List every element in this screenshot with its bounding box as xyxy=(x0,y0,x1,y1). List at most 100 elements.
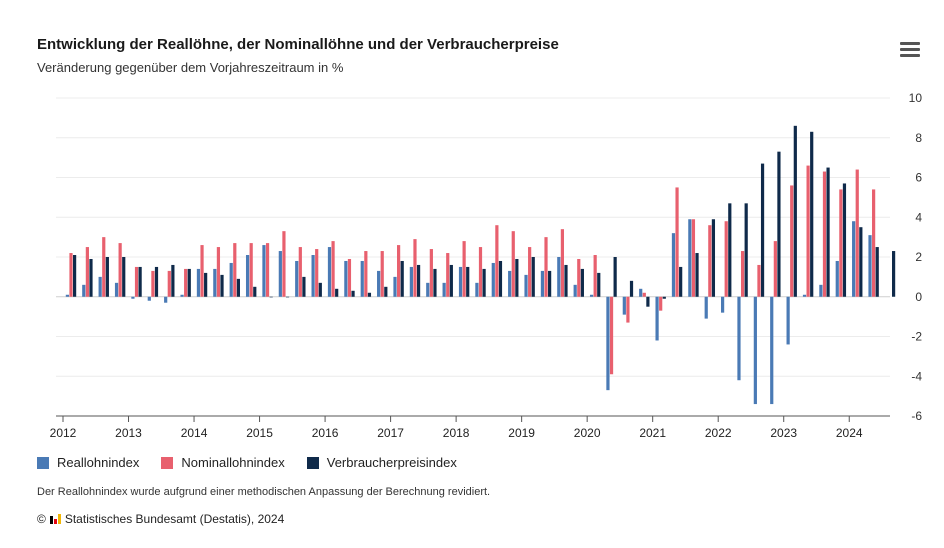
x-tick-label: 2021 xyxy=(639,426,666,440)
bar-reallohnindex-2012-Q2 xyxy=(82,284,86,297)
x-tick-label: 2018 xyxy=(443,426,470,440)
bar-nominallohnindex-2016-Q4 xyxy=(380,251,384,297)
source-credit: © Statistisches Bundesamt (Destatis), 20… xyxy=(37,512,284,526)
bar-verbraucherpreisindex-2013-Q2 xyxy=(154,266,159,297)
bar-nominallohnindex-2020-Q3 xyxy=(626,296,630,323)
bar-reallohnindex-2024-Q2 xyxy=(868,235,872,297)
bar-nominallohnindex-2021-Q4 xyxy=(708,225,712,297)
x-tick-label: 2016 xyxy=(312,426,339,440)
legend-item-reallohnindex[interactable]: Reallohnindex xyxy=(37,455,139,470)
legend-item-nominallohnindex[interactable]: Nominallohnindex xyxy=(161,455,285,470)
bar-reallohnindex-2023-Q4 xyxy=(835,260,839,297)
bar-nominallohnindex-2018-Q2 xyxy=(478,247,483,297)
bar-reallohnindex-2016-Q1 xyxy=(327,247,332,297)
y-tick-label: 0 xyxy=(915,290,922,304)
bar-verbraucherpreisindex-2021-Q3 xyxy=(695,253,699,297)
legend-swatch-verbraucherpreisindex xyxy=(306,456,319,469)
y-tick-label: -6 xyxy=(911,409,922,423)
bar-nominallohnindex-2012-Q1 xyxy=(69,253,73,297)
bar-verbraucherpreisindex-2019-Q3 xyxy=(564,264,568,297)
bar-verbraucherpreisindex-2015-Q2 xyxy=(285,296,290,298)
x-tick-label: 2020 xyxy=(574,426,601,440)
bar-verbraucherpreisindex-2015-Q1 xyxy=(269,296,273,298)
y-tick-label: 10 xyxy=(909,91,923,105)
y-tick-label: -4 xyxy=(911,369,922,383)
bar-nominallohnindex-2013-Q4 xyxy=(184,268,188,297)
x-tick-label: 2017 xyxy=(377,426,404,440)
bar-reallohnindex-2022-Q1 xyxy=(721,296,725,313)
bar-verbraucherpreisindex-2017-Q1 xyxy=(400,260,404,297)
bar-verbraucherpreisindex-2023-Q2 xyxy=(810,131,814,297)
bar-verbraucherpreisindex-2018-Q3 xyxy=(498,260,503,297)
bar-verbraucherpreisindex-2015-Q4 xyxy=(318,282,322,297)
bar-reallohnindex-2021-Q4 xyxy=(704,296,708,319)
bar-verbraucherpreisindex-2014-Q2 xyxy=(220,274,224,297)
bar-verbraucherpreisindex-2018-Q4 xyxy=(515,258,519,297)
bar-reallohnindex-2019-Q4 xyxy=(573,284,577,297)
x-tick-label: 2015 xyxy=(246,426,273,440)
bar-nominallohnindex-2013-Q1 xyxy=(134,266,139,297)
bar-verbraucherpreisindex-2017-Q3 xyxy=(433,268,437,297)
bar-verbraucherpreisindex-2018-Q1 xyxy=(466,266,470,297)
bar-nominallohnindex-2012-Q3 xyxy=(102,237,106,297)
bar-nominallohnindex-2019-Q1 xyxy=(528,247,532,297)
bar-nominallohnindex-2013-Q2 xyxy=(151,270,155,297)
bar-verbraucherpreisindex-2012-Q3 xyxy=(105,257,109,297)
bar-verbraucherpreisindex-2017-Q2 xyxy=(416,264,421,297)
bar-verbraucherpreisindex-2012-Q1 xyxy=(73,255,77,297)
bar-reallohnindex-2023-Q1 xyxy=(786,296,790,345)
bar-verbraucherpreisindex-2023-Q1 xyxy=(793,125,797,297)
x-tick-label: 2013 xyxy=(115,426,142,440)
bar-verbraucherpreisindex-2019-Q1 xyxy=(531,257,535,297)
bar-verbraucherpreisindex-2016-Q1 xyxy=(335,288,339,297)
bar-nominallohnindex-2017-Q2 xyxy=(413,239,417,297)
bar-verbraucherpreisindex-2012-Q2 xyxy=(89,258,93,297)
footnote: Der Reallohnindex wurde aufgrund einer m… xyxy=(37,486,491,498)
legend-swatch-nominallohnindex xyxy=(161,456,174,469)
legend-item-verbraucherpreisindex[interactable]: Verbraucherpreisindex xyxy=(306,455,457,470)
bar-verbraucherpreisindex-2014-Q3 xyxy=(236,278,240,297)
bar-nominallohnindex-2024-Q1 xyxy=(855,169,859,297)
bar-verbraucherpreisindex-2024-Q3 xyxy=(892,251,896,297)
hamburger-menu-icon[interactable] xyxy=(900,42,920,60)
bar-nominallohnindex-2014-Q1 xyxy=(200,245,204,297)
x-tick-label: 2023 xyxy=(770,426,797,440)
bar-nominallohnindex-2022-Q4 xyxy=(773,241,777,297)
bar-nominallohnindex-2013-Q3 xyxy=(167,270,171,297)
bar-verbraucherpreisindex-2022-Q3 xyxy=(760,163,765,297)
bar-reallohnindex-2019-Q1 xyxy=(524,274,528,297)
bar-verbraucherpreisindex-2024-Q2 xyxy=(875,247,879,297)
bar-nominallohnindex-2014-Q3 xyxy=(233,243,237,297)
bar-nominallohnindex-2017-Q1 xyxy=(397,245,401,297)
bar-reallohnindex-2012-Q1 xyxy=(65,294,69,297)
bar-verbraucherpreisindex-2017-Q4 xyxy=(449,264,453,297)
bar-reallohnindex-2022-Q4 xyxy=(770,296,774,405)
bar-verbraucherpreisindex-2019-Q4 xyxy=(580,268,584,297)
bar-verbraucherpreisindex-2016-Q3 xyxy=(367,292,372,297)
bar-verbraucherpreisindex-2012-Q4 xyxy=(122,257,126,297)
bar-nominallohnindex-2022-Q3 xyxy=(757,264,761,297)
bar-verbraucherpreisindex-2014-Q4 xyxy=(253,286,257,297)
bar-nominallohnindex-2019-Q3 xyxy=(560,229,564,297)
bar-nominallohnindex-2016-Q1 xyxy=(331,241,335,297)
bar-nominallohnindex-2019-Q2 xyxy=(544,237,548,297)
bar-reallohnindex-2022-Q3 xyxy=(753,296,757,405)
bar-nominallohnindex-2015-Q3 xyxy=(298,247,302,297)
bar-reallohnindex-2018-Q4 xyxy=(508,270,512,297)
bar-reallohnindex-2020-Q2 xyxy=(606,296,610,391)
bar-nominallohnindex-2023-Q4 xyxy=(839,189,843,297)
bar-nominallohnindex-2018-Q1 xyxy=(462,241,466,297)
bar-reallohnindex-2016-Q3 xyxy=(360,260,364,297)
bar-reallohnindex-2014-Q3 xyxy=(229,262,233,297)
bar-nominallohnindex-2018-Q4 xyxy=(511,231,515,297)
y-tick-label: 8 xyxy=(915,131,922,145)
bar-verbraucherpreisindex-2020-Q3 xyxy=(629,280,634,297)
bar-reallohnindex-2015-Q3 xyxy=(295,260,299,297)
y-tick-label: 6 xyxy=(915,171,922,185)
bar-verbraucherpreisindex-2022-Q2 xyxy=(744,203,748,297)
bar-verbraucherpreisindex-2014-Q1 xyxy=(204,272,208,297)
bar-nominallohnindex-2021-Q3 xyxy=(691,219,696,297)
bar-reallohnindex-2013-Q2 xyxy=(147,296,151,301)
x-tick-label: 2024 xyxy=(836,426,863,440)
bar-reallohnindex-2016-Q4 xyxy=(377,270,381,297)
